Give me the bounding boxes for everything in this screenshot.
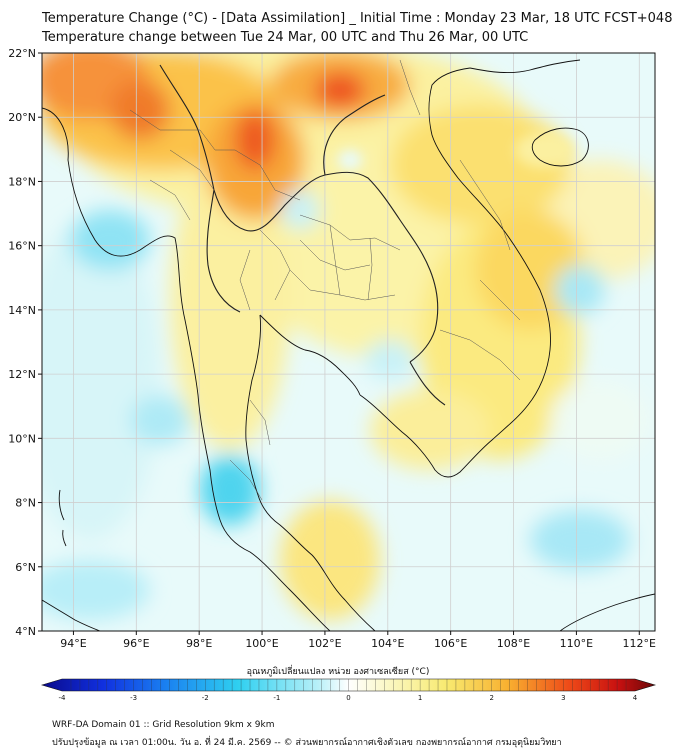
lon-tick-label: 102°E bbox=[308, 637, 341, 650]
lon-tick-label: 98°E bbox=[186, 637, 212, 650]
map-frame bbox=[41, 52, 656, 632]
graticule bbox=[42, 53, 655, 631]
colorbar-tick-label: 3 bbox=[561, 694, 565, 702]
colorbar: -4 -3 -2 -1 0 1 2 3 4 bbox=[40, 678, 657, 702]
colorbar-tick-label: 1 bbox=[418, 694, 422, 702]
footer-update-info: ปรับปรุงข้อมูล ณ เวลา 01:00น. วัน อ. ที่… bbox=[52, 738, 562, 748]
lon-tick-label: 112°E bbox=[623, 637, 656, 650]
lat-tick-label: 6°N bbox=[15, 561, 36, 574]
lat-tick-label: 8°N bbox=[15, 497, 36, 510]
latitude-axis: 4°N 6°N 8°N 10°N 12°N 14°N 16°N 18°N 20°N 22°N bbox=[8, 47, 42, 638]
colorbar-tick-label: 4 bbox=[633, 694, 638, 702]
lon-tick-label: 96°E bbox=[123, 637, 149, 650]
map-subtitle: Temperature change between Tue 24 Mar, 0… bbox=[42, 30, 529, 45]
colorbar-title: อุณหภูมิเปลี่ยนแปลง หน่วย องศาเซลเซียส (… bbox=[246, 667, 430, 677]
lon-tick-label: 100°E bbox=[245, 637, 278, 650]
colorbar-tick-label: -2 bbox=[202, 694, 209, 702]
colorbar-tick-label: -3 bbox=[130, 694, 137, 702]
lon-tick-label: 104°E bbox=[371, 637, 404, 650]
lon-tick-label: 110°E bbox=[560, 637, 593, 650]
longitude-axis: 94°E 96°E 98°E 100°E 102°E 104°E 106°E 108°E 110… bbox=[60, 631, 656, 650]
lat-tick-label: 16°N bbox=[8, 240, 36, 253]
temperature-field bbox=[42, 53, 655, 631]
lat-tick-label: 4°N bbox=[15, 625, 36, 638]
lat-tick-label: 14°N bbox=[8, 304, 36, 317]
province-borders bbox=[129, 59, 521, 501]
lon-tick-label: 106°E bbox=[434, 637, 467, 650]
colorbar-tick-label: -4 bbox=[59, 694, 67, 702]
colorbar-tick-label: 2 bbox=[490, 694, 494, 702]
footer-model-info: WRF-DA Domain 01 :: Grid Resolution 9km … bbox=[52, 720, 275, 730]
national-borders bbox=[159, 64, 446, 406]
lat-tick-label: 20°N bbox=[8, 111, 36, 124]
lat-tick-label: 18°N bbox=[8, 175, 36, 188]
colorbar-tick-label: -1 bbox=[273, 694, 280, 702]
coastline bbox=[42, 59, 655, 631]
lon-tick-label: 108°E bbox=[497, 637, 530, 650]
lat-tick-label: 12°N bbox=[8, 368, 36, 381]
lat-tick-label: 22°N bbox=[8, 47, 36, 60]
map-title: Temperature Change (°C) - [Data Assimila… bbox=[42, 11, 673, 26]
lon-tick-label: 94°E bbox=[60, 637, 86, 650]
colorbar-tick-label: 0 bbox=[346, 694, 350, 702]
lat-tick-label: 10°N bbox=[8, 432, 36, 445]
